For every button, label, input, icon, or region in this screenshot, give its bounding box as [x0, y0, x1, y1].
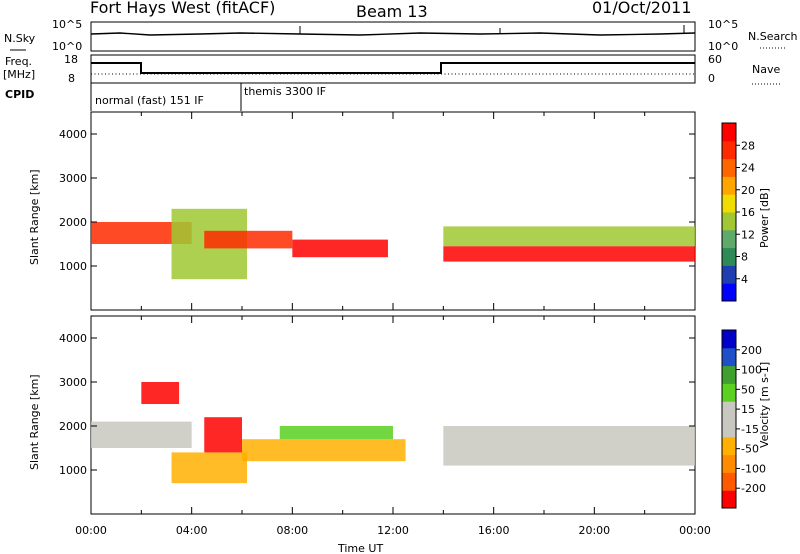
- velocity-panel-frame: [90, 315, 696, 515]
- velocity-ytick-label: 2000: [59, 420, 87, 433]
- xlabel-time: Time UT: [337, 542, 383, 554]
- power-colorbar-tick-label: 20: [741, 184, 755, 197]
- freq-trace: [91, 62, 695, 74]
- nsearch-label: N.Search: [748, 30, 798, 43]
- velocity-echo-band-1: [141, 382, 180, 404]
- power-echo-band-5: [443, 226, 695, 247]
- freq-panel-frame: [90, 54, 696, 84]
- power-ytick-label: 1000: [59, 260, 87, 273]
- velocity-colorbar-tick-label: -200: [741, 482, 766, 495]
- nsky-tick-bottom: 10^0: [52, 40, 82, 53]
- nsearch-tick-bottom: 10^0: [708, 40, 738, 53]
- power-echo-band-3: [292, 239, 388, 258]
- beam-label: Beam 13: [356, 2, 428, 21]
- power-ylabel: Slant Range [km]: [28, 169, 41, 265]
- velocity-colorbar-swatch: [722, 365, 736, 384]
- velocity-colorbar-swatch: [722, 347, 736, 367]
- nsky-panel-frame: [90, 21, 696, 52]
- power-colorbar-swatch: [722, 283, 736, 302]
- power-echo-band-2: [204, 230, 293, 249]
- velocity-echo-band-4: [242, 439, 406, 462]
- nsky-label: N.Sky: [4, 32, 36, 45]
- power-colorbar-label: Power [dB]: [758, 188, 771, 248]
- power-colorbar-swatch: [722, 212, 736, 231]
- power-colorbar-tick-label: 24: [741, 162, 755, 175]
- velocity-colorbar-tick-label: 100: [741, 364, 762, 377]
- xtick-label: 00:00: [75, 524, 107, 537]
- xtick-label: 16:00: [478, 524, 510, 537]
- xtick-label: 00:00: [679, 524, 711, 537]
- freq-tick-top: 18: [64, 53, 78, 66]
- station-title: Fort Hays West (fitACF): [90, 0, 275, 17]
- power-colorbar: 4 8 12 16 20 24 28: [721, 122, 755, 302]
- power-colorbar-tick-label: 16: [741, 206, 755, 219]
- power-ytick-label: 3000: [59, 172, 87, 185]
- velocity-colorbar-label: Velocity [m s-1]: [758, 362, 771, 448]
- xtick-label: 12:00: [377, 524, 409, 537]
- velocity-colorbar-swatch: [722, 472, 736, 491]
- velocity-ytick-label: 1000: [59, 464, 87, 477]
- velocity-ylabel: Slant Range [km]: [28, 374, 41, 470]
- velocity-colorbar: 200 100 50 15 -15 -50 -100 -200: [721, 329, 766, 509]
- date-label: 01/Oct/2011: [592, 0, 692, 17]
- nsky-trace: [90, 32, 696, 36]
- velocity-ytick-label: 3000: [59, 376, 87, 389]
- velocity-echoes: [91, 382, 695, 484]
- velocity-colorbar-tick-label: -50: [741, 443, 759, 456]
- power-ytick-label: 2000: [59, 216, 87, 229]
- freq-unit: [MHz]: [3, 68, 35, 81]
- power-colorbar-tick-label: 8: [741, 251, 748, 264]
- cpid-segment-1: normal (fast) 151 IF: [95, 94, 204, 107]
- power-colorbar-swatch: [722, 265, 736, 284]
- velocity-echo-band-5: [279, 426, 393, 440]
- power-ytick-label: 4000: [59, 128, 87, 141]
- nave-tick-bottom: 0: [708, 72, 715, 85]
- power-colorbar-swatch: [722, 247, 736, 266]
- velocity-colorbar-swatch: [722, 383, 736, 402]
- velocity-colorbar-swatch: [722, 401, 736, 420]
- xtick-label: 08:00: [276, 524, 308, 537]
- velocity-echo-band-3: [204, 417, 242, 453]
- power-colorbar-swatch: [722, 140, 736, 160]
- axes: 1000 2000 3000 4000 1000 2000 3000 4000 00:00 04:…: [59, 112, 711, 537]
- velocity-echo-band-6: [443, 426, 695, 466]
- velocity-colorbar-swatch: [722, 330, 736, 349]
- freq-tick-bottom: 8: [68, 72, 75, 85]
- velocity-colorbar-swatch: [722, 419, 736, 438]
- power-echo-band-4: [443, 246, 695, 262]
- power-echoes: [91, 208, 695, 280]
- velocity-ytick-label: 4000: [59, 332, 87, 345]
- velocity-colorbar-swatch: [722, 490, 736, 509]
- xtick-label: 04:00: [176, 524, 208, 537]
- freq-label: Freq.: [5, 55, 32, 68]
- xtick-label: 20:00: [578, 524, 610, 537]
- nave-tick-top: 60: [708, 53, 722, 66]
- power-colorbar-tick-label: 12: [741, 228, 755, 241]
- power-colorbar-swatch: [722, 123, 736, 142]
- nsky-tick-top: 10^5: [52, 18, 82, 31]
- velocity-colorbar-tick-label: 50: [741, 383, 755, 396]
- power-colorbar-swatch: [722, 158, 736, 177]
- velocity-colorbar-frame: [721, 329, 737, 509]
- cpid-segment-2: themis 3300 IF: [244, 85, 326, 98]
- velocity-colorbar-tick-label: -15: [741, 423, 759, 436]
- cpid-label: CPID: [5, 88, 34, 101]
- power-colorbar-swatch: [722, 229, 736, 249]
- velocity-colorbar-tick-label: 15: [741, 403, 755, 416]
- velocity-colorbar-tick-label: 200: [741, 344, 762, 357]
- velocity-colorbar-swatch: [722, 454, 736, 473]
- power-colorbar-swatch: [722, 176, 736, 195]
- power-colorbar-tick-label: 28: [741, 139, 755, 152]
- nave-label: Nave: [752, 63, 780, 76]
- power-colorbar-tick-label: 4: [741, 273, 748, 286]
- velocity-colorbar-tick-label: -100: [741, 462, 766, 475]
- velocity-echo-band-2: [171, 452, 248, 484]
- power-echo-band-0: [91, 222, 192, 244]
- power-colorbar-swatch: [722, 194, 736, 213]
- nsearch-tick-top: 10^5: [708, 18, 738, 31]
- nsky-spikes: [90, 25, 685, 51]
- velocity-echo-band-0: [91, 421, 192, 448]
- velocity-colorbar-swatch: [722, 436, 736, 456]
